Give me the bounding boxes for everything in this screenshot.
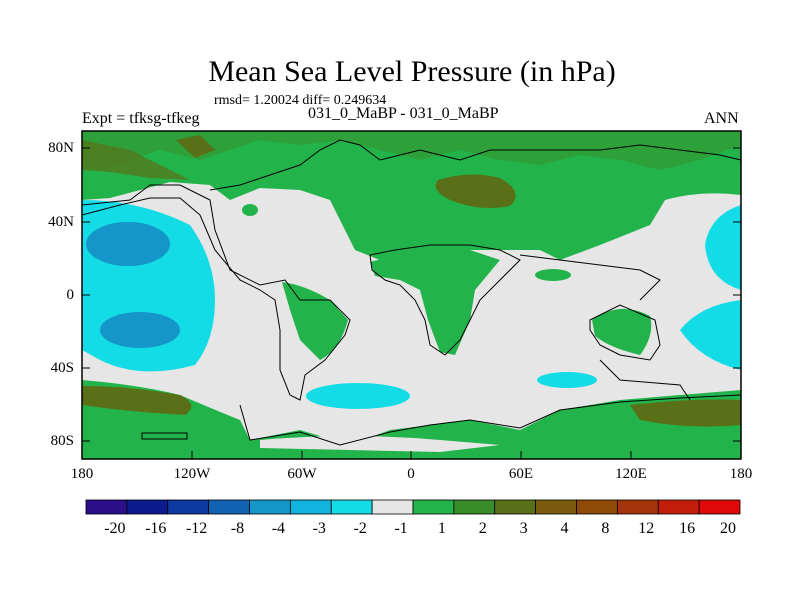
australia-green-region (592, 308, 652, 355)
pacific-dark-region (82, 140, 190, 180)
y-tick-label: 40S (50, 360, 74, 376)
colorbar-label: -1 (394, 520, 408, 537)
south-green-region (82, 380, 741, 459)
colorbar-swatch (453, 499, 496, 515)
colorbar-label: 1 (437, 520, 446, 537)
colorbar-swatch (249, 499, 291, 515)
colorbar-swatch (167, 499, 210, 515)
period-label: 031_0_MaBP - 031_0_MaBP (308, 105, 499, 122)
colorbar-label: 4 (560, 520, 569, 537)
x-tick-label: 0 (407, 466, 415, 482)
indian-lightblue-region (537, 372, 597, 388)
samerica-green-region (282, 282, 348, 360)
colorbar-label: -16 (145, 520, 167, 537)
colorbar-label: -4 (271, 520, 286, 537)
colorbar-swatch (535, 499, 577, 515)
colorbar-label: -3 (312, 520, 326, 537)
south-dark-west (82, 386, 192, 415)
asia-dark-region (435, 174, 516, 208)
colorbar-label: -12 (185, 520, 208, 537)
north-mid-region (82, 131, 741, 170)
colorbar-label: -2 (353, 520, 367, 537)
colorbar-swatch (576, 499, 618, 515)
y-tick-label: 80S (50, 433, 74, 449)
season-label: ANN (704, 110, 739, 127)
colorbar-label: 20 (720, 520, 736, 537)
page-title: Mean Sea Level Pressure (in hPa) (208, 55, 616, 88)
eastpacific-lightblue-south (680, 300, 741, 370)
africa-green-region (370, 249, 500, 355)
eastpacific-lightblue-region (705, 205, 741, 290)
colorbar-label: 2 (478, 520, 487, 537)
arctic-dark-region (176, 135, 215, 158)
north-green-region (82, 131, 741, 260)
south-dark-east (630, 399, 741, 427)
colorbar-swatch (371, 499, 414, 515)
x-tick-label: 60E (508, 466, 534, 482)
y-tick-label: 80N (48, 140, 74, 156)
colorbar-label: -8 (230, 520, 245, 537)
colorbar-swatch (208, 499, 250, 515)
axis-ticks (82, 147, 741, 459)
colorbar-label: 12 (638, 520, 655, 537)
y-tick-label: 0 (66, 287, 75, 303)
x-tick-label: 120E (615, 466, 647, 482)
colorbar-label: 16 (679, 520, 696, 537)
experiment-label: Expt = tfksg-tfkeg (82, 110, 200, 127)
colorbar (85, 499, 741, 515)
x-tick-label: 180 (70, 466, 94, 482)
colorbar-swatch (85, 499, 128, 515)
colorbar-swatch (330, 499, 373, 515)
atlantic-lightblue-region (306, 383, 410, 409)
green-patch (242, 204, 258, 216)
colorbar-swatch (698, 499, 741, 515)
south-gray-inset (260, 436, 500, 452)
map-field (82, 131, 741, 459)
colorbar-swatch (494, 499, 537, 515)
y-tick-label: 40N (48, 214, 74, 230)
stats-text: rmsd= 1.20024 diff= 0.249634 (214, 93, 387, 108)
pacific-blue-south (100, 312, 180, 348)
pacific-blue-north (86, 222, 170, 266)
colorbar-swatch (657, 499, 700, 515)
x-tick-label: 120W (173, 466, 211, 482)
coastlines (82, 139, 741, 446)
colorbar-swatch (126, 499, 169, 515)
colorbar-label: 8 (601, 520, 610, 537)
x-tick-label: 180 (729, 466, 753, 482)
x-tick-label: 60W (287, 466, 317, 482)
colorbar-swatch (616, 499, 659, 515)
green-patch (535, 269, 571, 281)
colorbar-swatch (289, 499, 332, 515)
colorbar-swatch (412, 499, 455, 515)
colorbar-label: 3 (519, 520, 528, 537)
colorbar-label: -20 (104, 520, 126, 537)
